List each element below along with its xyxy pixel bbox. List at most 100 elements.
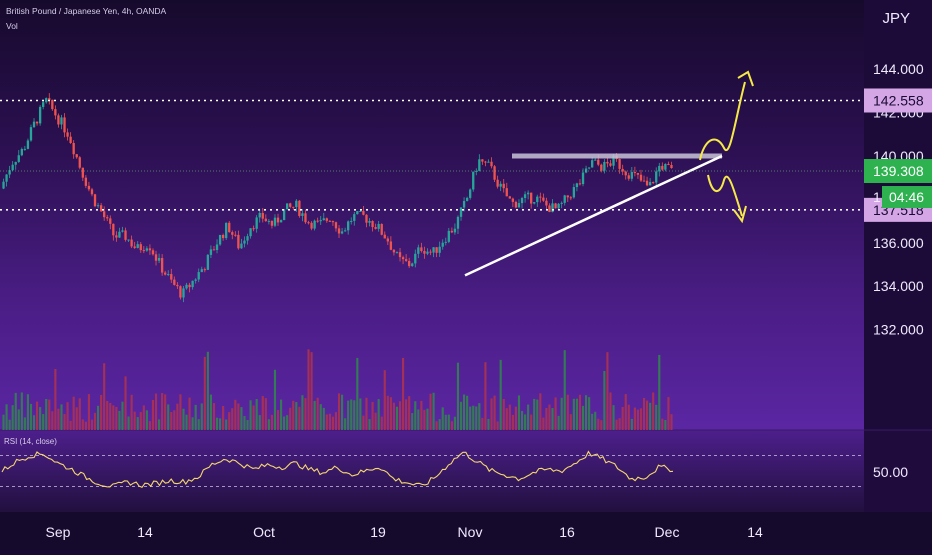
candle-body (636, 172, 640, 175)
candle-body (273, 217, 277, 226)
volume-bar (649, 402, 652, 430)
candle-body (221, 234, 225, 239)
candle-body (225, 222, 228, 239)
candle-body (548, 205, 551, 213)
volume-bar (255, 399, 258, 430)
volume-bar (398, 401, 402, 430)
candle-body (66, 132, 69, 137)
volume-bar (551, 408, 554, 430)
candle-body (212, 249, 216, 251)
candle-body (392, 249, 396, 253)
volume-bar (75, 407, 78, 430)
candle-body (325, 218, 328, 221)
candle-body (148, 248, 152, 251)
candle-body (633, 172, 637, 174)
volume-bar (405, 399, 408, 430)
volume-bar (240, 407, 243, 430)
volume-bar (374, 412, 377, 430)
candle-body (313, 220, 316, 229)
candle-body (612, 155, 615, 166)
candle-body (374, 227, 377, 229)
volume-bar (356, 357, 359, 430)
candle-body (112, 223, 115, 236)
volume-bar (2, 414, 5, 430)
candle-body (228, 222, 231, 233)
volume-bar (524, 414, 527, 430)
volume-bar (408, 396, 411, 430)
candle-body (365, 214, 368, 223)
candle-body (316, 220, 319, 222)
volume-bar (447, 414, 450, 430)
candle-body (575, 183, 579, 188)
candle-body (96, 205, 100, 207)
candle-body (530, 192, 533, 204)
candle-body (408, 260, 411, 267)
breakout-arrowhead (737, 70, 754, 87)
volume-bar (350, 399, 353, 430)
volume-bar (267, 419, 270, 430)
volume-bar (545, 408, 548, 430)
candle-body (246, 236, 249, 241)
volume-bar (588, 397, 591, 430)
volume-bar (652, 392, 655, 430)
candle-body (609, 163, 612, 166)
volume-bar (66, 402, 69, 430)
candle-body (652, 182, 655, 184)
trendline[interactable] (464, 154, 723, 277)
volume-bar (276, 410, 280, 430)
volume-bar (441, 407, 444, 430)
volume-bar (8, 419, 11, 430)
volume-bar (377, 399, 380, 430)
candle-body (301, 213, 304, 216)
candle-body (639, 174, 643, 181)
price-axis[interactable]: 144.000142.000140.000136.000134.000132.0… (864, 61, 932, 338)
candle-body (453, 228, 457, 233)
volume-bar (606, 352, 609, 430)
currency-label[interactable]: JPY (882, 10, 910, 27)
volume-bar (54, 368, 57, 430)
candle-body (32, 121, 36, 128)
candle-body (551, 203, 554, 213)
volume-bar (594, 411, 597, 430)
candle-body (298, 200, 301, 216)
volume-bar (39, 407, 42, 430)
candle-body (255, 217, 258, 229)
candle-body (115, 235, 118, 238)
candle-body (621, 168, 624, 172)
volume-bar (578, 394, 582, 430)
volume-bar (642, 397, 646, 430)
volume-bar (112, 405, 115, 430)
volume-bar (499, 359, 502, 430)
breakout-scenario-curve[interactable] (699, 81, 746, 161)
volume-bar (45, 399, 48, 430)
volume-bar (472, 405, 475, 430)
breakdown-scenario-curve[interactable] (707, 174, 743, 217)
candle-body (17, 155, 20, 162)
candle-body (20, 149, 23, 156)
candle-body (176, 284, 179, 287)
time-axis[interactable]: Sep 14 Oct 19 Nov 16 Dec 14 (46, 524, 763, 540)
rsi-value-label: 50.00 (873, 464, 908, 480)
volume-bar (69, 420, 72, 430)
volume-bar (280, 399, 283, 430)
current-price-badge[interactable] (864, 159, 932, 184)
candle-body (377, 223, 380, 229)
candle-body (642, 180, 646, 182)
candle-body (127, 239, 130, 241)
time-axis-background (0, 512, 932, 550)
candle-body (545, 200, 548, 206)
volume-bar (133, 411, 136, 430)
volume-bar (581, 405, 585, 430)
candle-body (11, 164, 14, 171)
candle-body (645, 180, 649, 186)
candle-body (124, 230, 127, 240)
volume-bar (78, 398, 81, 430)
candle-body (136, 244, 139, 248)
candle-body (2, 181, 5, 189)
top-level-badge[interactable] (864, 88, 932, 113)
volume-bar (130, 394, 133, 430)
candle-body (420, 247, 423, 251)
countdown-badge[interactable] (882, 186, 932, 209)
